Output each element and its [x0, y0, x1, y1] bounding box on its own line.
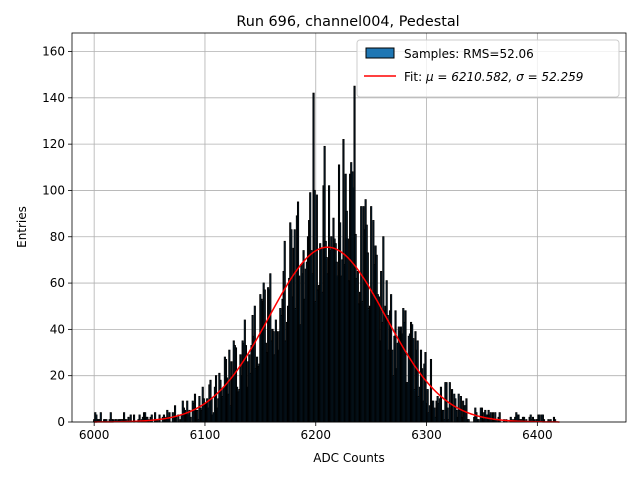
y-tick-label: 160 — [42, 45, 65, 59]
histogram-bar — [189, 416, 192, 423]
y-axis-label: Entries — [15, 206, 29, 248]
plot-frame — [71, 32, 627, 423]
y-tick-label: 140 — [42, 91, 65, 105]
chart-title: Run 696, channel004, Pedestal — [236, 14, 459, 30]
x-tick-label: 6300 — [411, 428, 442, 442]
fit-curve — [94, 246, 560, 423]
histogram-bar — [175, 416, 178, 423]
grid-lines — [72, 33, 626, 423]
legend: Samples: RMS=52.06 Fit: μ = 6210.582, σ … — [356, 39, 620, 98]
x-tick-label: 6000 — [79, 428, 110, 442]
legend-samples-swatch — [365, 47, 395, 59]
x-tick-label: 6200 — [300, 428, 331, 442]
legend-fit-label-math: μ = 6210.582, σ = 52.259 — [425, 70, 583, 84]
legend-fit-label-prefix: Fit: — [404, 70, 426, 84]
x-axis-ticks: 6000 6100 6200 6300 6400 — [79, 422, 553, 442]
x-tick-label: 6100 — [190, 428, 221, 442]
y-tick-label: 120 — [42, 137, 65, 151]
y-tick-label: 20 — [50, 369, 65, 383]
legend-box — [356, 39, 620, 98]
y-tick-label: 40 — [50, 322, 65, 336]
histogram-bar — [538, 414, 541, 423]
histogram-bar — [465, 398, 468, 423]
y-tick-label: 0 — [57, 415, 65, 429]
legend-samples-label: Samples: RMS=52.06 — [404, 47, 534, 61]
x-tick-label: 6400 — [522, 428, 553, 442]
y-axis-ticks: 0 20 40 60 80 100 120 140 160 — [42, 45, 72, 429]
y-tick-label: 60 — [50, 276, 65, 290]
y-tick-label: 100 — [42, 183, 65, 197]
y-tick-label: 80 — [50, 230, 65, 244]
histogram-bar — [158, 414, 161, 423]
x-axis-label: ADC Counts — [313, 451, 385, 465]
histogram-bar — [99, 412, 102, 423]
legend-fit-label: Fit: μ = 6210.582, σ = 52.259 — [404, 70, 583, 84]
